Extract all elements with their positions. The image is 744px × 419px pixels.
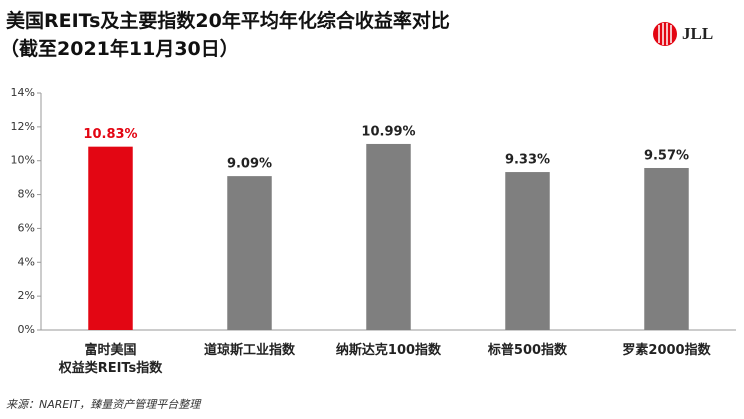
source: 来源：NAREIT，臻量资产管理平台整理 — [6, 398, 201, 411]
y-tick-label: 14% — [11, 86, 35, 99]
y-tick-label: 12% — [11, 120, 35, 133]
value-label: 9.09% — [227, 157, 272, 172]
y-tick-label: 8% — [18, 188, 35, 201]
bar — [88, 146, 133, 330]
value-label: 9.57% — [644, 148, 689, 163]
x-tick-label: 罗素2000指数 — [622, 343, 711, 358]
bar — [227, 176, 272, 330]
value-label: 10.99% — [361, 124, 415, 139]
bar — [505, 172, 550, 330]
y-tick-label: 2% — [18, 289, 35, 302]
x-tick-label: 纳斯达克100指数 — [335, 343, 442, 358]
y-tick-label: 4% — [18, 255, 35, 268]
x-tick-label: 富时美国 权益类REITs指数 — [58, 343, 163, 376]
x-tick-label: 标普500指数 — [487, 343, 568, 358]
x-tick-label: 道琼斯工业指数 — [203, 343, 295, 358]
value-label: 10.83% — [83, 127, 137, 142]
y-tick-label: 6% — [18, 221, 35, 234]
chart-subtitle: （截至2021年11月30日） — [0, 38, 239, 60]
y-tick-label: 0% — [18, 323, 35, 336]
value-label: 9.33% — [505, 153, 550, 168]
y-tick-label: 10% — [11, 154, 35, 167]
bar — [366, 143, 411, 330]
bar — [644, 167, 689, 330]
logo-mark — [653, 22, 677, 46]
logo-text: JLL — [682, 24, 713, 43]
chart-title: 美国REITs及主要指数20年平均年化综合收益率对比 — [6, 10, 450, 32]
